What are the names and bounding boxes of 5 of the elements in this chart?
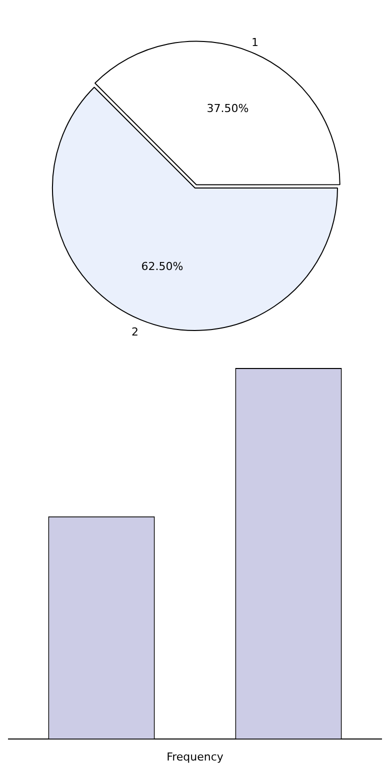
slice-label: 2 <box>132 326 139 339</box>
data-label: 62.50% <box>141 260 184 273</box>
x-axis-title: Frequency <box>166 750 224 764</box>
data-label: 37.50% <box>206 102 249 115</box>
slice-label: 1 <box>251 36 258 50</box>
